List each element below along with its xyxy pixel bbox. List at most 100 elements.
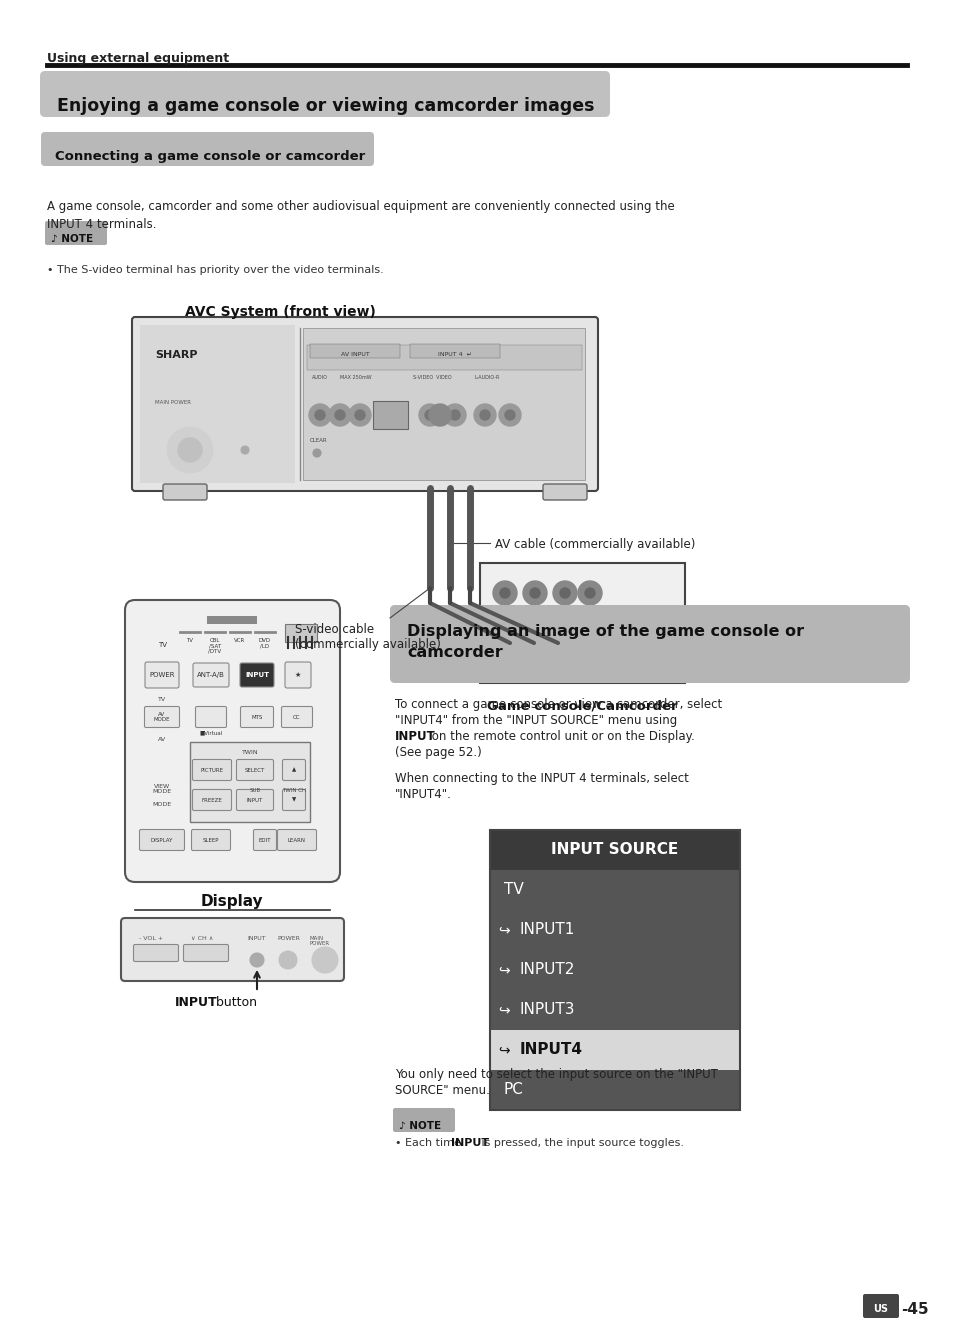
Text: POWER: POWER bbox=[276, 937, 299, 941]
Text: - VOL +: - VOL + bbox=[139, 937, 163, 941]
Circle shape bbox=[250, 953, 264, 967]
FancyBboxPatch shape bbox=[125, 600, 339, 882]
Bar bbox=[307, 344, 581, 370]
FancyBboxPatch shape bbox=[133, 945, 178, 962]
Bar bbox=[410, 344, 499, 358]
Circle shape bbox=[335, 410, 345, 419]
Circle shape bbox=[499, 632, 519, 653]
FancyBboxPatch shape bbox=[282, 789, 305, 811]
Circle shape bbox=[474, 403, 496, 426]
Text: CBL
/SAT
/DTV: CBL /SAT /DTV bbox=[208, 638, 221, 654]
Circle shape bbox=[535, 632, 555, 653]
Circle shape bbox=[313, 449, 320, 457]
Text: TV: TV bbox=[186, 638, 193, 643]
FancyBboxPatch shape bbox=[236, 789, 274, 811]
Circle shape bbox=[450, 410, 459, 419]
Text: INPUT: INPUT bbox=[245, 671, 269, 678]
Circle shape bbox=[443, 403, 465, 426]
Text: FREEZE: FREEZE bbox=[201, 797, 222, 803]
Circle shape bbox=[429, 403, 451, 426]
Circle shape bbox=[522, 582, 546, 604]
Bar bbox=[490, 950, 740, 990]
Text: • The S-video terminal has priority over the video terminals.: • The S-video terminal has priority over… bbox=[47, 265, 383, 275]
Text: ∨ CH ∧: ∨ CH ∧ bbox=[191, 937, 213, 941]
FancyBboxPatch shape bbox=[195, 706, 226, 728]
Text: ★: ★ bbox=[294, 671, 301, 678]
Text: "INPUT4" from the "INPUT SOURCE" menu using: "INPUT4" from the "INPUT SOURCE" menu us… bbox=[395, 714, 677, 728]
Text: INPUT: INPUT bbox=[174, 996, 217, 1009]
Text: SHARP: SHARP bbox=[154, 350, 197, 360]
Bar bbox=[310, 344, 399, 358]
Text: MTS: MTS bbox=[251, 714, 262, 720]
Circle shape bbox=[504, 410, 515, 419]
Circle shape bbox=[584, 588, 595, 598]
Circle shape bbox=[349, 403, 371, 426]
Text: PICTURE: PICTURE bbox=[200, 768, 223, 772]
Circle shape bbox=[312, 947, 337, 973]
Bar bbox=[490, 1030, 740, 1071]
Text: MODE: MODE bbox=[152, 803, 172, 807]
Text: • Each time: • Each time bbox=[395, 1138, 464, 1148]
Bar bbox=[285, 624, 316, 642]
Bar bbox=[190, 742, 310, 821]
Text: ↪: ↪ bbox=[497, 1043, 509, 1057]
Bar bbox=[490, 829, 740, 870]
FancyBboxPatch shape bbox=[390, 604, 909, 683]
Circle shape bbox=[178, 438, 202, 462]
Text: INPUT3: INPUT3 bbox=[519, 1002, 575, 1017]
Circle shape bbox=[530, 588, 539, 598]
Text: To connect a game console or view a camcorder, select: To connect a game console or view a camc… bbox=[395, 698, 721, 712]
Text: INPUT2: INPUT2 bbox=[519, 962, 575, 977]
Text: ↪: ↪ bbox=[497, 1004, 509, 1017]
Circle shape bbox=[378, 403, 400, 426]
Text: AV
MODE: AV MODE bbox=[153, 712, 170, 722]
Text: MAIN POWER: MAIN POWER bbox=[154, 401, 191, 405]
Text: TV: TV bbox=[158, 697, 166, 702]
Circle shape bbox=[424, 410, 435, 419]
Text: SLEEP: SLEEP bbox=[203, 838, 219, 843]
FancyBboxPatch shape bbox=[40, 71, 609, 117]
FancyBboxPatch shape bbox=[393, 1108, 455, 1132]
Text: Connecting a game console or camcorder: Connecting a game console or camcorder bbox=[55, 150, 365, 163]
Text: VCR: VCR bbox=[234, 638, 245, 643]
Text: TWIN: TWIN bbox=[241, 750, 258, 754]
Text: INPUT: INPUT bbox=[247, 797, 263, 803]
Circle shape bbox=[493, 582, 517, 604]
Circle shape bbox=[576, 639, 583, 647]
FancyBboxPatch shape bbox=[862, 1294, 898, 1319]
FancyBboxPatch shape bbox=[139, 829, 184, 851]
Text: S-VIDEO  VIDEO: S-VIDEO VIDEO bbox=[413, 375, 451, 381]
FancyBboxPatch shape bbox=[281, 706, 313, 728]
Bar bbox=[490, 829, 740, 1110]
Text: When connecting to the INPUT 4 terminals, select: When connecting to the INPUT 4 terminals… bbox=[395, 772, 688, 785]
Text: "INPUT4".: "INPUT4". bbox=[395, 788, 452, 801]
Text: POWER: POWER bbox=[149, 671, 174, 678]
Circle shape bbox=[241, 446, 249, 454]
Text: A game console, camcorder and some other audiovisual equipment are conveniently : A game console, camcorder and some other… bbox=[47, 200, 674, 230]
FancyBboxPatch shape bbox=[236, 760, 274, 780]
Text: PC: PC bbox=[503, 1083, 523, 1097]
Text: MAIN
POWER: MAIN POWER bbox=[310, 937, 330, 946]
Text: Game console/Camcorder: Game console/Camcorder bbox=[486, 699, 677, 712]
Text: ↪: ↪ bbox=[497, 923, 509, 937]
FancyBboxPatch shape bbox=[285, 662, 311, 687]
FancyBboxPatch shape bbox=[282, 760, 305, 780]
Text: SUB: SUB bbox=[249, 788, 260, 793]
Circle shape bbox=[314, 410, 325, 419]
FancyBboxPatch shape bbox=[193, 789, 232, 811]
Text: AV: AV bbox=[158, 737, 166, 742]
Text: ▼: ▼ bbox=[292, 797, 295, 803]
Text: S-video cable
(commercially available): S-video cable (commercially available) bbox=[294, 623, 440, 651]
Text: Enjoying a game console or viewing camcorder images: Enjoying a game console or viewing camco… bbox=[57, 96, 594, 115]
Text: ↪: ↪ bbox=[497, 963, 509, 977]
Bar bbox=[479, 563, 684, 683]
Circle shape bbox=[355, 410, 365, 419]
FancyBboxPatch shape bbox=[144, 706, 179, 728]
FancyBboxPatch shape bbox=[132, 318, 598, 490]
Text: TV: TV bbox=[503, 883, 523, 898]
Text: L-AUDIO-R: L-AUDIO-R bbox=[475, 375, 500, 381]
Circle shape bbox=[578, 582, 601, 604]
Bar bbox=[490, 870, 740, 910]
Text: is pressed, the input source toggles.: is pressed, the input source toggles. bbox=[477, 1138, 683, 1148]
Text: AUDIO: AUDIO bbox=[312, 375, 328, 381]
